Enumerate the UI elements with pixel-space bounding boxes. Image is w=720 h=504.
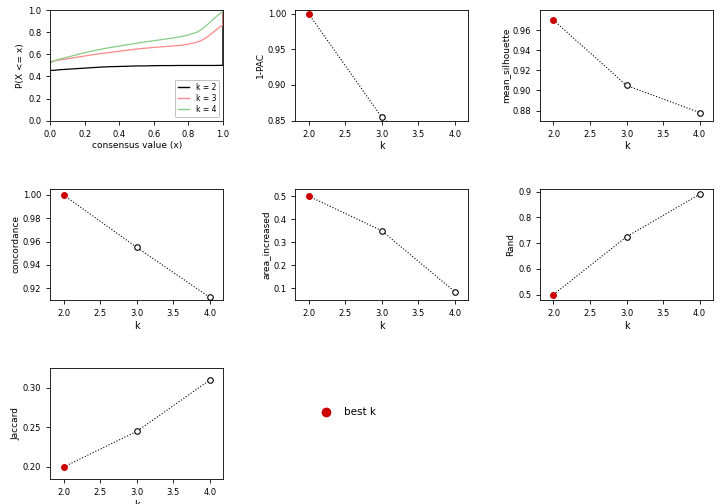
Y-axis label: Jaccard: Jaccard xyxy=(11,407,20,440)
X-axis label: consensus value (x): consensus value (x) xyxy=(91,142,181,150)
Y-axis label: area_increased: area_increased xyxy=(261,210,270,279)
Text: best k: best k xyxy=(343,407,376,417)
X-axis label: k: k xyxy=(624,142,629,151)
Y-axis label: P(X <= x): P(X <= x) xyxy=(17,43,25,88)
Y-axis label: Rand: Rand xyxy=(506,233,516,256)
Y-axis label: mean_silhouette: mean_silhouette xyxy=(501,28,510,103)
X-axis label: k: k xyxy=(134,499,140,504)
Legend: k = 2, k = 3, k = 4: k = 2, k = 3, k = 4 xyxy=(175,80,219,117)
X-axis label: k: k xyxy=(624,321,629,331)
Y-axis label: 1-PAC: 1-PAC xyxy=(256,52,265,78)
Y-axis label: concordance: concordance xyxy=(11,215,20,274)
X-axis label: k: k xyxy=(379,142,384,151)
X-axis label: k: k xyxy=(379,321,384,331)
X-axis label: k: k xyxy=(134,321,140,331)
